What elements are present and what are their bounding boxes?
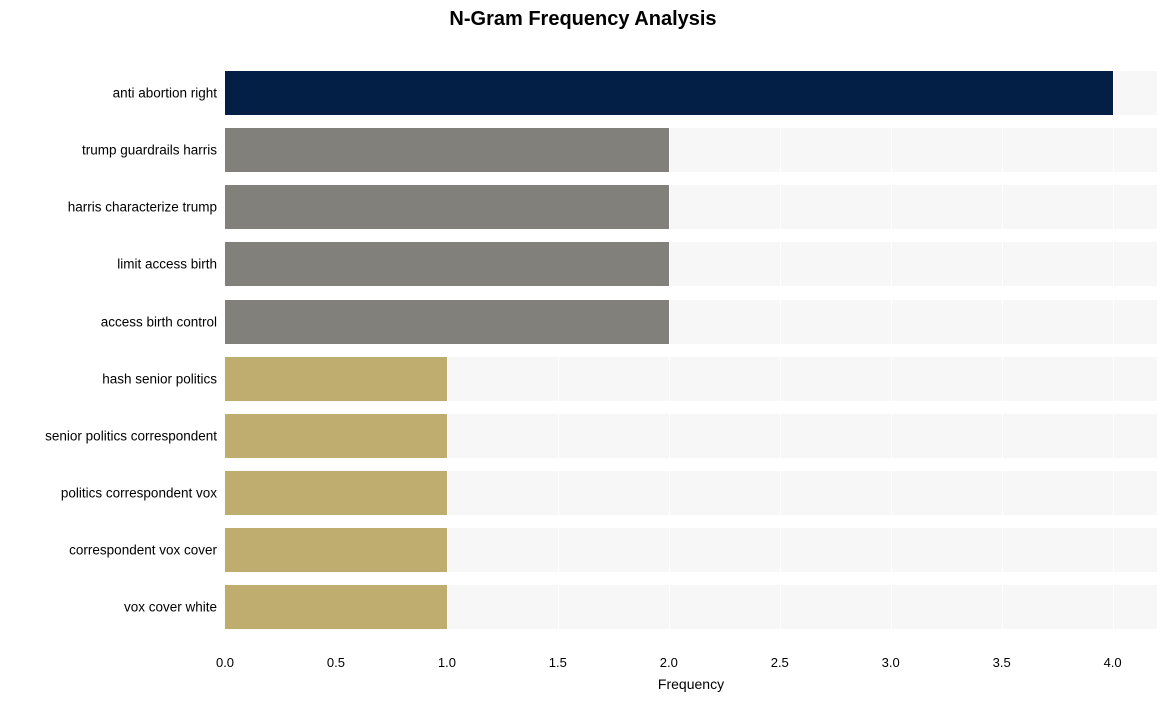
x-axis-title: Frequency: [225, 676, 1157, 692]
y-tick-label: access birth control: [101, 314, 217, 329]
x-tick-label: 2.5: [771, 655, 789, 670]
bar: [225, 71, 1113, 115]
y-tick-label: trump guardrails harris: [82, 143, 217, 158]
bar: [225, 357, 447, 401]
y-tick-label: anti abortion right: [113, 86, 217, 101]
y-tick-label: hash senior politics: [102, 371, 217, 386]
bar: [225, 471, 447, 515]
chart-title: N-Gram Frequency Analysis: [0, 8, 1166, 31]
y-tick-label: senior politics correspondent: [45, 428, 217, 443]
x-tick-label: 2.0: [660, 655, 678, 670]
bar: [225, 128, 669, 172]
y-tick-label: harris characterize trump: [68, 200, 217, 215]
gridline: [1113, 36, 1114, 650]
ngram-chart: N-Gram Frequency Analysis anti abortion …: [0, 0, 1166, 701]
x-tick-label: 1.5: [549, 655, 567, 670]
x-tick-label: 3.0: [882, 655, 900, 670]
y-tick-label: vox cover white: [124, 600, 217, 615]
bar: [225, 528, 447, 572]
bar: [225, 242, 669, 286]
y-tick-label: limit access birth: [117, 257, 217, 272]
gridline: [669, 36, 670, 650]
plot-area: [225, 36, 1157, 650]
gridline: [1002, 36, 1003, 650]
x-tick-label: 3.5: [993, 655, 1011, 670]
bar: [225, 585, 447, 629]
bar: [225, 414, 447, 458]
x-tick-label: 0.5: [327, 655, 345, 670]
x-tick-label: 1.0: [438, 655, 456, 670]
y-tick-label: correspondent vox cover: [69, 543, 217, 558]
x-tick-label: 4.0: [1104, 655, 1122, 670]
y-tick-label: politics correspondent vox: [61, 485, 217, 500]
gridline: [891, 36, 892, 650]
bar: [225, 300, 669, 344]
x-tick-label: 0.0: [216, 655, 234, 670]
bar: [225, 185, 669, 229]
gridline: [780, 36, 781, 650]
